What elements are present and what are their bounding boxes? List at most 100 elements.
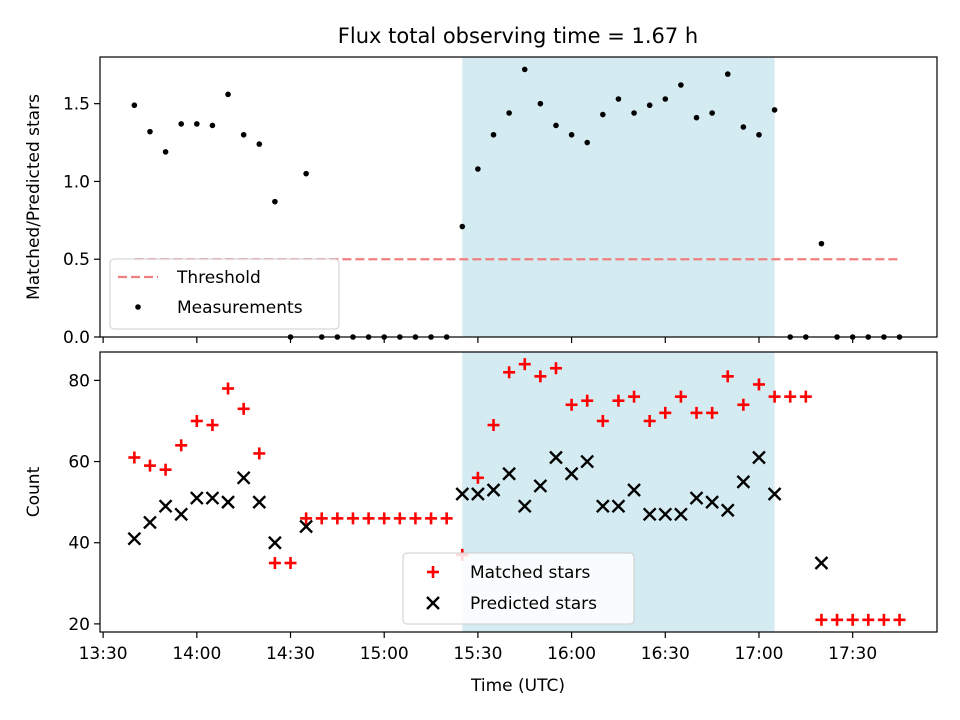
predicted-star-point xyxy=(127,531,142,546)
predicted-star-point xyxy=(767,487,782,501)
measurement-point xyxy=(646,102,653,109)
count-y-axis: 20 40 60 80 xyxy=(68,371,100,635)
matched-star-point xyxy=(659,406,672,419)
matched-star-point xyxy=(159,463,172,476)
matched-star-point xyxy=(581,394,594,407)
matched-star-point xyxy=(628,390,641,403)
measurement-point xyxy=(490,131,497,138)
ratio-panel: 0.0 0.5 1.0 1.5 Matched/Predicted stars Thr… xyxy=(24,56,938,348)
measurement-point xyxy=(240,131,247,138)
predicted-star-point xyxy=(595,499,610,514)
predicted-star-point xyxy=(533,479,548,493)
matched-star-point xyxy=(549,362,562,375)
legend-measurements-label: Measurements xyxy=(177,298,303,318)
predicted-star-point xyxy=(174,507,189,522)
legend-predicted-label: Predicted stars xyxy=(470,594,597,614)
predicted-star-point xyxy=(752,450,766,465)
legend-threshold-label: Threshold xyxy=(176,268,261,288)
y-tick-label: 80 xyxy=(68,371,90,391)
matched-star-point xyxy=(784,390,797,403)
ratio-plot-frame xyxy=(99,56,938,338)
matched-star-point xyxy=(503,366,516,379)
chart-title: Flux total observing time = 1.67 h xyxy=(338,24,698,48)
matched-star-point xyxy=(175,439,188,452)
measurement-point xyxy=(600,111,606,118)
matched-star-point xyxy=(440,512,453,525)
measurement-point xyxy=(256,141,263,147)
matched-star-point xyxy=(893,613,906,626)
predicted-star-point xyxy=(705,495,719,509)
measurement-point xyxy=(537,100,544,107)
matched-star-point xyxy=(346,512,359,525)
predicted-star-point xyxy=(517,499,532,514)
y-tick-label: 0.5 xyxy=(63,250,90,270)
matched-star-point xyxy=(268,557,281,570)
x-tick-label: 13:30 xyxy=(79,644,128,664)
predicted-star-point xyxy=(221,495,235,509)
measurement-point xyxy=(771,107,778,113)
measurement-point xyxy=(225,91,231,98)
matched-star-point xyxy=(690,406,703,419)
x-tick-label: 16:00 xyxy=(547,644,596,664)
legend-plus-mark xyxy=(427,566,439,578)
matched-star-point xyxy=(331,512,344,525)
measurement-point xyxy=(147,128,153,135)
matched-star-point xyxy=(237,402,250,415)
matched-star-point xyxy=(409,512,422,525)
predicted-star-point xyxy=(642,507,657,522)
y-tick-label: 0.0 xyxy=(63,328,90,348)
measurement-point xyxy=(740,124,747,130)
measurement-point xyxy=(162,149,169,155)
matched-star-point xyxy=(862,613,875,626)
x-tick-label: 15:30 xyxy=(453,644,502,664)
predicted-star-point xyxy=(658,507,673,522)
legend-measurements-swatch xyxy=(135,304,141,310)
matched-star-point xyxy=(877,613,890,626)
predicted-star-point xyxy=(674,507,688,522)
matched-star-point xyxy=(768,390,781,403)
x-axis-label: Time (UTC) xyxy=(470,676,565,696)
ratio-shaded-interval xyxy=(462,57,775,337)
predicted-stars-points xyxy=(127,450,829,570)
count-y-axis-label: Count xyxy=(24,466,44,517)
x-tick-label: 14:30 xyxy=(266,644,315,664)
ratio-y-axis: 0.0 0.5 1.0 1.5 xyxy=(63,95,100,348)
matched-star-point xyxy=(831,613,844,626)
matched-star-point xyxy=(190,414,203,427)
measurement-point xyxy=(678,82,684,88)
legend-x-mark xyxy=(426,596,440,610)
predicted-star-point xyxy=(611,499,626,514)
predicted-star-point xyxy=(689,491,704,505)
predicted-star-point xyxy=(720,503,735,518)
matched-star-point xyxy=(706,406,719,419)
measurement-point xyxy=(209,122,216,129)
matched-star-point xyxy=(206,419,219,432)
matched-star-point xyxy=(846,613,859,626)
legend-matched-label: Matched stars xyxy=(470,563,590,583)
matched-star-point xyxy=(799,390,812,403)
matched-star-point xyxy=(534,370,547,383)
y-tick-label: 40 xyxy=(68,534,90,554)
y-tick-label: 1.5 xyxy=(63,95,90,115)
predicted-star-point xyxy=(205,491,220,505)
y-tick-label: 1.0 xyxy=(63,172,90,192)
matched-star-point xyxy=(815,613,828,626)
matched-star-point xyxy=(378,512,391,525)
count-plot-frame xyxy=(99,351,938,633)
measurement-point xyxy=(131,102,138,109)
x-tick-label: 17:30 xyxy=(828,644,877,664)
x-tick-label: 16:30 xyxy=(641,644,690,664)
legend-predicted-swatch xyxy=(426,596,440,610)
matched-star-point xyxy=(362,512,375,525)
matched-stars-points xyxy=(128,358,906,626)
matched-star-point xyxy=(518,358,531,371)
measurement-point xyxy=(506,110,512,116)
legend-matched-swatch xyxy=(427,566,439,578)
predicted-star-point xyxy=(486,483,501,497)
measurement-point xyxy=(662,96,669,102)
y-tick-label: 20 xyxy=(68,615,90,635)
count-legend-box xyxy=(402,552,635,625)
predicted-star-point xyxy=(268,535,282,550)
measurement-point xyxy=(631,110,637,116)
